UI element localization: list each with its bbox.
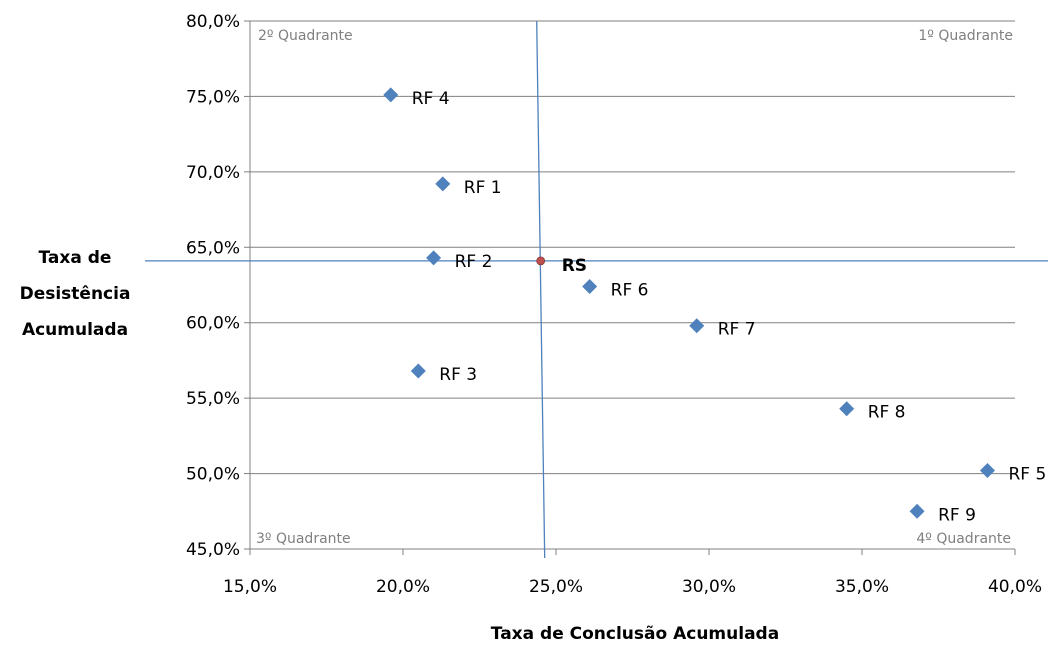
y-axis-title: Taxa de Desistência Acumulada [0, 240, 150, 348]
point-marker [689, 318, 705, 334]
quadrant-label: 3º Quadrante [256, 531, 351, 547]
y-tick-label: 75,0% [186, 87, 240, 107]
y-tick-label: 70,0% [186, 163, 240, 183]
y-tick-label: 80,0% [186, 12, 240, 32]
point-label: RF 5 [1008, 465, 1046, 485]
quadrant-labels: 2º Quadrante 1º Quadrante 3º Quadrante 4º Q… [256, 28, 1013, 547]
point-label: RF 1 [464, 178, 502, 198]
point-marker [839, 401, 855, 417]
y-tick-label: 65,0% [186, 238, 240, 258]
point-label: RS [562, 256, 587, 276]
y-tick-label: 55,0% [186, 389, 240, 409]
reference-lines [145, 20, 1048, 559]
axes [244, 20, 1016, 555]
y-tick-label: 45,0% [186, 540, 240, 560]
data-points: RF 4 RF 1 RF 2 RS RF 6 RF 7 RF 3 RF 8 RF 5 RF 9 [383, 87, 1046, 525]
quadrant-label: 2º Quadrante [258, 28, 353, 44]
y-tick-label: 60,0% [186, 314, 240, 334]
point-label: RF 2 [455, 252, 493, 272]
quadrant-label: 4º Quadrante [916, 531, 1011, 547]
point-marker-rs [536, 256, 546, 266]
point-label: RF 6 [611, 281, 649, 301]
point-label: RF 9 [938, 505, 976, 525]
x-tick-label: 35,0% [835, 577, 889, 597]
grid-lines [250, 20, 1015, 475]
x-tick-label: 25,0% [529, 577, 583, 597]
point-marker [383, 87, 399, 103]
point-label: RF 4 [412, 89, 450, 109]
point-label: RF 3 [439, 365, 477, 385]
x-axis-title: Taxa de Conclusão Acumulada [490, 624, 780, 644]
vertical-reference-line [536, 20, 546, 559]
point-marker [435, 176, 451, 192]
x-tick-label: 20,0% [376, 577, 430, 597]
x-tick-label: 40,0% [988, 577, 1042, 597]
point-marker [979, 463, 995, 479]
point-marker [426, 250, 442, 266]
x-tick-label: 15,0% [223, 577, 277, 597]
x-tick-label: 30,0% [682, 577, 736, 597]
quadrant-label: 1º Quadrante [918, 28, 1013, 44]
point-marker [909, 503, 925, 519]
point-label: RF 8 [868, 403, 906, 423]
y-axis-title-line: Acumulada [21, 320, 129, 340]
y-axis-title-line: Desistência [19, 284, 131, 304]
point-label: RF 7 [718, 320, 756, 340]
y-tick-label: 50,0% [186, 465, 240, 485]
point-marker [582, 279, 598, 295]
y-axis-title-line: Taxa de [38, 248, 112, 268]
tick-labels: 45,0% 50,0% 55,0% 60,0% 65,0% 70,0% 75,0% 80,0%… [186, 12, 1042, 597]
point-marker [410, 363, 426, 379]
